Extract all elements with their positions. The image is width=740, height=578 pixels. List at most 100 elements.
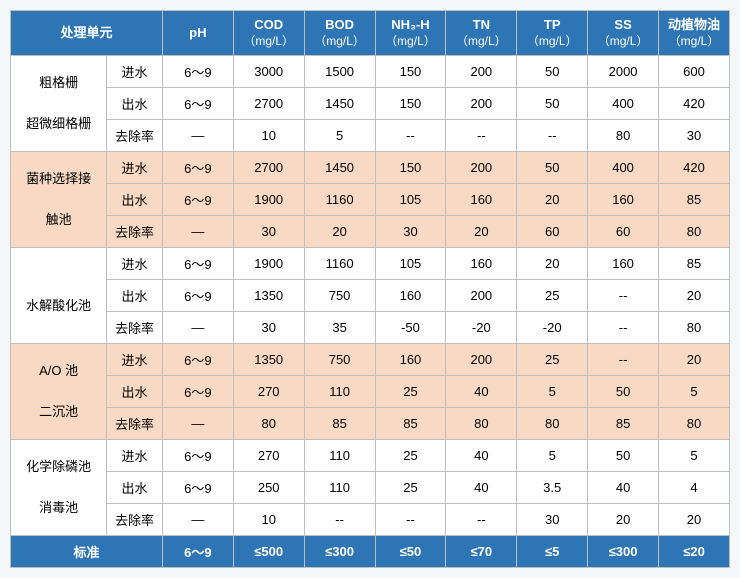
value-cell: 5 [659, 440, 730, 472]
value-cell: 1160 [304, 184, 375, 216]
unit-name: A/O 池二沉池 [11, 344, 107, 440]
value-cell: 400 [588, 88, 659, 120]
footer-value: ≤50 [375, 536, 446, 568]
value-cell: 20 [659, 280, 730, 312]
value-cell: 85 [375, 408, 446, 440]
value-cell: 1160 [304, 248, 375, 280]
treatment-table: 处理单元 pHCOD（mg/L）BOD（mg/L）NH₃-H（mg/L）TN（m… [10, 10, 730, 568]
value-cell: 50 [517, 88, 588, 120]
value-cell: 200 [446, 88, 517, 120]
footer-label: 标准 [11, 536, 163, 568]
value-cell: 110 [304, 376, 375, 408]
value-cell: 30 [233, 312, 304, 344]
unit-line: 消毒池 [39, 500, 78, 515]
value-cell: 80 [588, 120, 659, 152]
value-cell: 6～9 [162, 280, 233, 312]
value-cell: -20 [446, 312, 517, 344]
value-cell: 6～9 [162, 88, 233, 120]
value-cell: -- [375, 120, 446, 152]
value-cell: 1350 [233, 344, 304, 376]
header-col: SS（mg/L） [588, 11, 659, 56]
value-cell: 400 [588, 152, 659, 184]
table-row: 化学除磷池消毒池进水6～927011025405505 [11, 440, 730, 472]
value-cell: -- [588, 312, 659, 344]
value-cell: 270 [233, 440, 304, 472]
value-cell: 30 [659, 120, 730, 152]
header-col: TN（mg/L） [446, 11, 517, 56]
value-cell: 1900 [233, 184, 304, 216]
header-col: 动植物油（mg/L） [659, 11, 730, 56]
value-cell: — [162, 504, 233, 536]
value-cell: 20 [659, 344, 730, 376]
table-row: 出水6～925011025403.5404 [11, 472, 730, 504]
table-body: 粗格栅超微细格栅进水6～930001500150200502000600出水6～… [11, 56, 730, 536]
value-cell: -- [588, 344, 659, 376]
value-cell: -- [446, 504, 517, 536]
value-cell: 60 [588, 216, 659, 248]
value-cell: 420 [659, 88, 730, 120]
value-cell: 1500 [304, 56, 375, 88]
flow-label: 去除率 [107, 216, 163, 248]
value-cell: 80 [233, 408, 304, 440]
value-cell: 50 [517, 56, 588, 88]
header-col-unit: （mg/L） [309, 34, 371, 50]
flow-label: 进水 [107, 344, 163, 376]
value-cell: — [162, 312, 233, 344]
value-cell: 6～9 [162, 472, 233, 504]
value-cell: -- [517, 120, 588, 152]
value-cell: 1900 [233, 248, 304, 280]
value-cell: 80 [659, 312, 730, 344]
value-cell: 40 [446, 472, 517, 504]
flow-label: 进水 [107, 248, 163, 280]
value-cell: 160 [446, 184, 517, 216]
flow-label: 出水 [107, 88, 163, 120]
value-cell: 160 [588, 248, 659, 280]
header-col: COD（mg/L） [233, 11, 304, 56]
value-cell: 30 [375, 216, 446, 248]
value-cell: -- [375, 504, 446, 536]
value-cell: 110 [304, 440, 375, 472]
value-cell: 6～9 [162, 344, 233, 376]
value-cell: — [162, 120, 233, 152]
header-col: BOD（mg/L） [304, 11, 375, 56]
table-row: 出水6～92700145015020050400420 [11, 88, 730, 120]
flow-label: 去除率 [107, 120, 163, 152]
table-row: 去除率—3035-50-20-20--80 [11, 312, 730, 344]
footer-value: ≤500 [233, 536, 304, 568]
unit-name: 化学除磷池消毒池 [11, 440, 107, 536]
value-cell: 200 [446, 152, 517, 184]
unit-name: 菌种选择接触池 [11, 152, 107, 248]
unit-name: 水解酸化池 [11, 248, 107, 344]
value-cell: 40 [446, 376, 517, 408]
unit-line: 二沉池 [39, 404, 78, 419]
unit-line: 触池 [46, 212, 72, 227]
value-cell: 6～9 [162, 248, 233, 280]
header-col-unit: （mg/L） [663, 34, 725, 50]
value-cell: 750 [304, 344, 375, 376]
value-cell: 20 [517, 184, 588, 216]
value-cell: 270 [233, 376, 304, 408]
value-cell: — [162, 408, 233, 440]
unit-name: 粗格栅超微细格栅 [11, 56, 107, 152]
table-row: 出水6～9135075016020025--20 [11, 280, 730, 312]
value-cell: 160 [375, 280, 446, 312]
value-cell: 80 [659, 216, 730, 248]
value-cell: 20 [446, 216, 517, 248]
table-row: A/O 池二沉池进水6～9135075016020025--20 [11, 344, 730, 376]
value-cell: 10 [233, 120, 304, 152]
unit-line: 化学除磷池 [26, 459, 91, 474]
value-cell: 85 [304, 408, 375, 440]
value-cell: 85 [588, 408, 659, 440]
value-cell: 30 [517, 504, 588, 536]
value-cell: 1450 [304, 88, 375, 120]
value-cell: -- [304, 504, 375, 536]
value-cell: 160 [446, 248, 517, 280]
value-cell: 200 [446, 280, 517, 312]
value-cell: 50 [588, 376, 659, 408]
header-col-unit: （mg/L） [380, 34, 442, 50]
value-cell: 6～9 [162, 184, 233, 216]
value-cell: 85 [659, 184, 730, 216]
unit-line: 水解酸化池 [26, 298, 91, 313]
value-cell: -- [446, 120, 517, 152]
value-cell: 160 [588, 184, 659, 216]
